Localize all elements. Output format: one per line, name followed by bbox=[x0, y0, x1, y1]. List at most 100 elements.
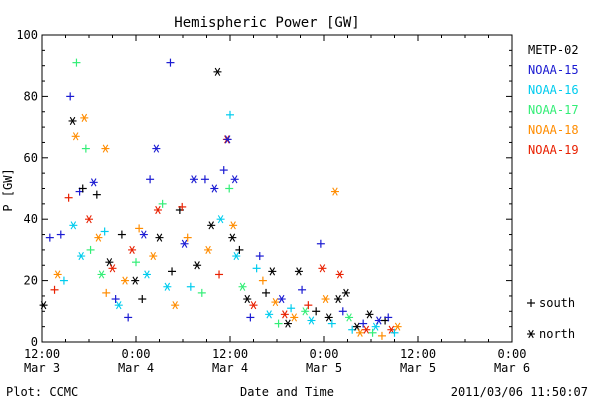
x-axis-label: Date and Time bbox=[240, 385, 334, 399]
y-axis-label: P [GW] bbox=[1, 168, 15, 211]
data-point-north bbox=[307, 316, 316, 325]
data-point-north bbox=[139, 230, 148, 239]
data-point-north bbox=[280, 310, 289, 319]
data-point-south bbox=[274, 319, 283, 328]
data-point-north bbox=[229, 221, 238, 230]
data-point-south bbox=[316, 239, 325, 248]
data-point-south bbox=[72, 58, 81, 67]
data-point-south bbox=[215, 270, 224, 279]
data-point-north bbox=[152, 144, 161, 153]
x-tick-time-label: 12:00 bbox=[400, 347, 436, 361]
data-point-north bbox=[210, 184, 219, 193]
x-tick-time-label: 0:00 bbox=[122, 347, 151, 361]
data-point-north bbox=[356, 328, 365, 337]
marker-legend-label: north bbox=[539, 327, 575, 341]
data-point-south bbox=[111, 295, 120, 304]
data-point-south bbox=[390, 328, 399, 337]
data-point-south bbox=[197, 288, 206, 297]
data-point-south bbox=[327, 319, 336, 328]
y-tick-label: 0 bbox=[31, 335, 38, 349]
data-point-north bbox=[271, 298, 280, 307]
data-point-south bbox=[92, 190, 101, 199]
x-tick-time-label: 12:00 bbox=[24, 347, 60, 361]
data-point-north bbox=[365, 310, 374, 319]
y-tick-label: 40 bbox=[24, 212, 38, 226]
data-point-north bbox=[71, 132, 80, 141]
data-point-north bbox=[335, 270, 344, 279]
data-point-south bbox=[183, 233, 192, 242]
data-point-south bbox=[124, 313, 133, 322]
data-point-north bbox=[216, 215, 225, 224]
data-point-north bbox=[294, 267, 303, 276]
y-tick-label: 60 bbox=[24, 151, 38, 165]
data-point-south bbox=[200, 175, 209, 184]
data-point-north bbox=[232, 251, 241, 261]
data-point-north bbox=[243, 294, 252, 304]
data-point-south bbox=[100, 227, 109, 236]
data-point-north bbox=[230, 175, 239, 184]
data-point-south bbox=[298, 285, 307, 294]
chart-title: Hemispheric Power [GW] bbox=[174, 15, 359, 31]
data-point-south bbox=[45, 233, 54, 242]
data-point-north bbox=[345, 313, 354, 322]
data-point-north bbox=[265, 310, 274, 319]
data-point-north bbox=[223, 135, 232, 144]
data-point-north bbox=[207, 221, 216, 230]
x-tick-time-label: 0:00 bbox=[310, 347, 339, 361]
y-tick-label: 100 bbox=[16, 28, 38, 42]
data-point-north bbox=[301, 307, 310, 316]
legend-entry: NOAA-18 bbox=[528, 123, 579, 137]
data-point-south bbox=[138, 295, 147, 304]
data-point-north bbox=[53, 270, 62, 279]
data-point-south bbox=[226, 110, 234, 119]
data-point-south bbox=[186, 282, 195, 291]
data-point-north bbox=[128, 245, 137, 254]
data-point-north bbox=[121, 276, 130, 285]
data-point-north bbox=[180, 239, 189, 248]
x-tick-date-label: Mar 4 bbox=[212, 361, 248, 375]
data-point-south bbox=[225, 184, 234, 193]
data-point-north bbox=[163, 282, 172, 291]
data-point-north bbox=[89, 178, 98, 187]
x-tick-time-label: 0:00 bbox=[498, 347, 527, 361]
data-point-south bbox=[377, 331, 386, 340]
data-point-south bbox=[235, 245, 244, 254]
data-point-south bbox=[262, 288, 271, 297]
data-point-south bbox=[168, 267, 177, 276]
data-point-north bbox=[228, 233, 237, 242]
data-point-north bbox=[105, 258, 114, 267]
data-point-south bbox=[64, 193, 73, 202]
x-tick-date-label: Mar 6 bbox=[494, 361, 530, 375]
x-tick-date-label: Mar 5 bbox=[306, 361, 342, 375]
data-point-south bbox=[135, 224, 144, 233]
data-point-south bbox=[368, 328, 377, 337]
data-points bbox=[39, 58, 402, 340]
data-point-south bbox=[146, 175, 155, 184]
data-point-south bbox=[86, 245, 95, 254]
data-point-north bbox=[171, 301, 180, 310]
data-point-south bbox=[117, 230, 126, 239]
data-point-north bbox=[131, 276, 140, 285]
data-point-south bbox=[178, 202, 187, 211]
data-point-north bbox=[189, 175, 198, 184]
data-point-south bbox=[258, 276, 267, 285]
plot-timestamp: 2011/03/06 11:50:07 bbox=[451, 385, 588, 399]
data-point-south bbox=[66, 92, 75, 101]
data-point-north bbox=[334, 294, 343, 304]
legend: METP-02 NOAA-15 NOAA-16 NOAA-17 NOAA-18 NOAA-… bbox=[528, 43, 579, 157]
data-point-north bbox=[77, 251, 86, 261]
data-point-north bbox=[149, 251, 158, 261]
x-tick-time-label: 12:00 bbox=[212, 347, 248, 361]
data-point-north bbox=[249, 301, 258, 310]
data-point-north bbox=[114, 301, 123, 310]
marker-legend-label: south bbox=[539, 296, 575, 310]
data-point-south bbox=[287, 304, 296, 313]
y-tick-label: 80 bbox=[24, 89, 38, 103]
data-point-north bbox=[204, 245, 213, 254]
data-point-south bbox=[312, 307, 321, 316]
data-point-north bbox=[321, 294, 330, 304]
data-point-north bbox=[362, 325, 371, 334]
data-point-north bbox=[153, 205, 162, 215]
